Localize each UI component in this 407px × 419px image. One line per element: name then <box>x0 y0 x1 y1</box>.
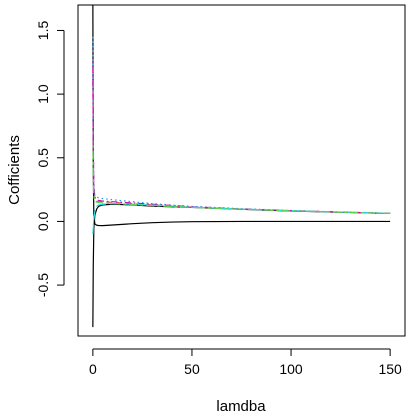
x-tick-label: 150 <box>378 361 402 377</box>
x-axis: 0 50 100 150 <box>89 348 402 377</box>
y-tick-label: -0.5 <box>35 273 51 297</box>
series-line-3 <box>92 81 391 214</box>
y-tick-label: 0.5 <box>35 148 51 168</box>
y-tick-label: 1.5 <box>35 21 51 41</box>
x-tick-label: 50 <box>184 361 200 377</box>
series-line-4 <box>92 36 391 214</box>
series-line-7 <box>92 145 391 214</box>
plot-frame <box>77 4 406 337</box>
y-tick-label: 0.0 <box>35 211 51 231</box>
series-line-1 <box>92 5 391 227</box>
x-tick-label: 100 <box>279 361 303 377</box>
y-tick-label: 1.0 <box>35 84 51 104</box>
x-tick-label: 0 <box>89 361 97 377</box>
series-line-2 <box>92 203 391 328</box>
series-line-5 <box>92 62 391 214</box>
y-axis-label: Cofficients <box>6 135 23 205</box>
x-axis-label: lamdba <box>216 398 266 415</box>
y-axis: -0.5 0.0 0.5 1.0 1.5 <box>35 21 65 297</box>
series-layer <box>92 5 391 328</box>
